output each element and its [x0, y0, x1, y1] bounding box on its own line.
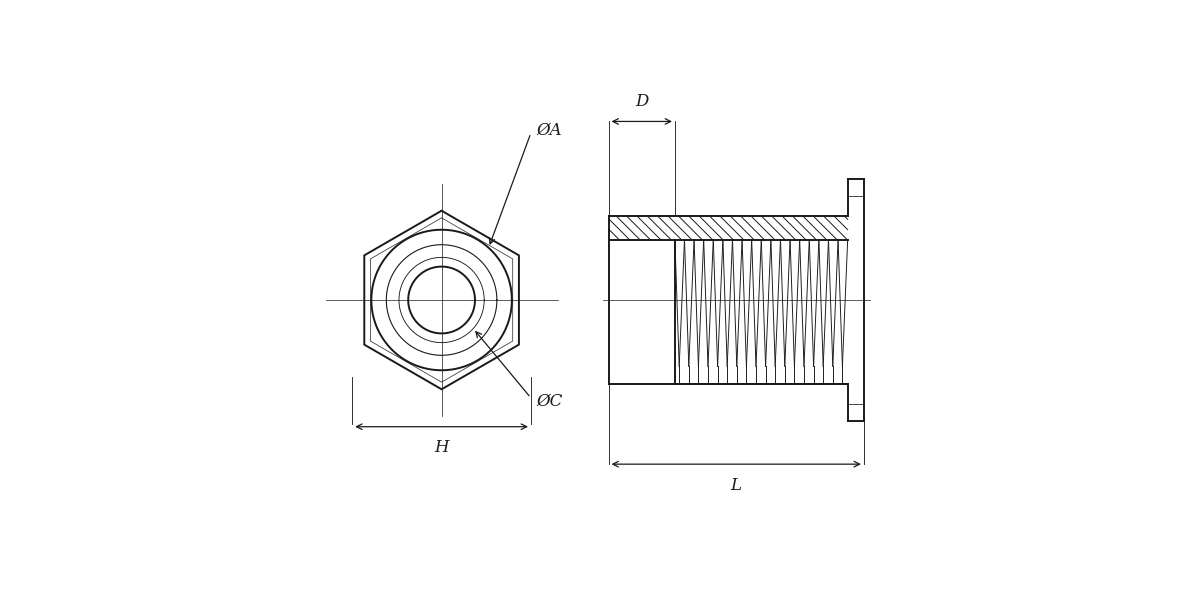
- Text: H: H: [434, 439, 449, 457]
- Text: ØA: ØA: [536, 122, 562, 139]
- Text: L: L: [731, 477, 742, 494]
- Text: D: D: [635, 93, 648, 110]
- Text: ØC: ØC: [536, 392, 563, 409]
